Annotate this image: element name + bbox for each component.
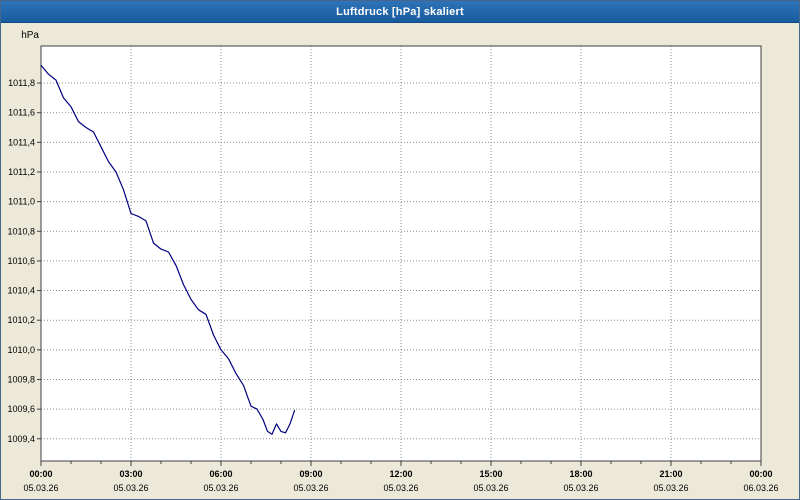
y-tick-label: 1009,6: [7, 404, 35, 414]
x-tick-time-label: 15:00: [479, 469, 502, 479]
x-tick-time-label: 21:00: [659, 469, 682, 479]
y-axis-unit-label: hPa: [21, 30, 39, 41]
x-tick-time-label: 06:00: [209, 469, 232, 479]
x-tick-time-label: 18:00: [569, 469, 592, 479]
y-tick-label: 1009,8: [7, 374, 35, 384]
x-tick-date-label: 05.03.26: [653, 483, 688, 493]
x-tick-date-label: 05.03.26: [473, 483, 508, 493]
x-tick-date-label: 05.03.26: [383, 483, 418, 493]
x-tick-time-label: 12:00: [389, 469, 412, 479]
chart-container: hPa 1011,8 1011,6 1011,4 1011,2 1011,0 1010,8 1…: [1, 23, 799, 499]
x-tick-date-label: 05.03.26: [203, 483, 238, 493]
pressure-line: [40, 64, 296, 435]
x-tick-date-label: 05.03.26: [113, 483, 148, 493]
window-title: Luftdruck [hPa] skaliert: [336, 5, 464, 18]
y-tick-label: 1011,8: [8, 78, 35, 88]
y-tick-label: 1010,2: [7, 315, 35, 325]
pressure-chart: hPa 1011,8 1011,6 1011,4 1011,2 1011,0 1010,8 1…: [7, 30, 778, 493]
y-tick-label: 1009,4: [7, 434, 35, 444]
x-tick-date-label: 05.03.26: [563, 483, 598, 493]
y-tick-label: 1011,4: [8, 137, 35, 147]
y-tick-label: 1010,6: [7, 256, 35, 266]
y-tick-label: 1011,0: [8, 197, 35, 207]
y-tick-label: 1011,6: [8, 108, 35, 118]
y-tick-label: 1010,8: [7, 226, 35, 236]
window-titlebar: Luftdruck [hPa] skaliert: [1, 1, 799, 23]
y-tick-label: 1011,2: [8, 167, 35, 177]
x-tick-time-label: 00:00: [29, 469, 52, 479]
x-tick-time-label: 03:00: [119, 469, 142, 479]
x-tick-date-label: 06.03.26: [743, 483, 778, 493]
x-tick-time-label: 09:00: [299, 469, 322, 479]
x-tick-time-label: 00:00: [749, 469, 772, 479]
x-tick-date-label: 05.03.26: [23, 483, 58, 493]
x-tick-date-label: 05.03.26: [293, 483, 328, 493]
plot-border: [40, 45, 762, 462]
y-tick-label: 1010,4: [7, 286, 35, 296]
y-tick-label: 1010,0: [7, 345, 35, 355]
